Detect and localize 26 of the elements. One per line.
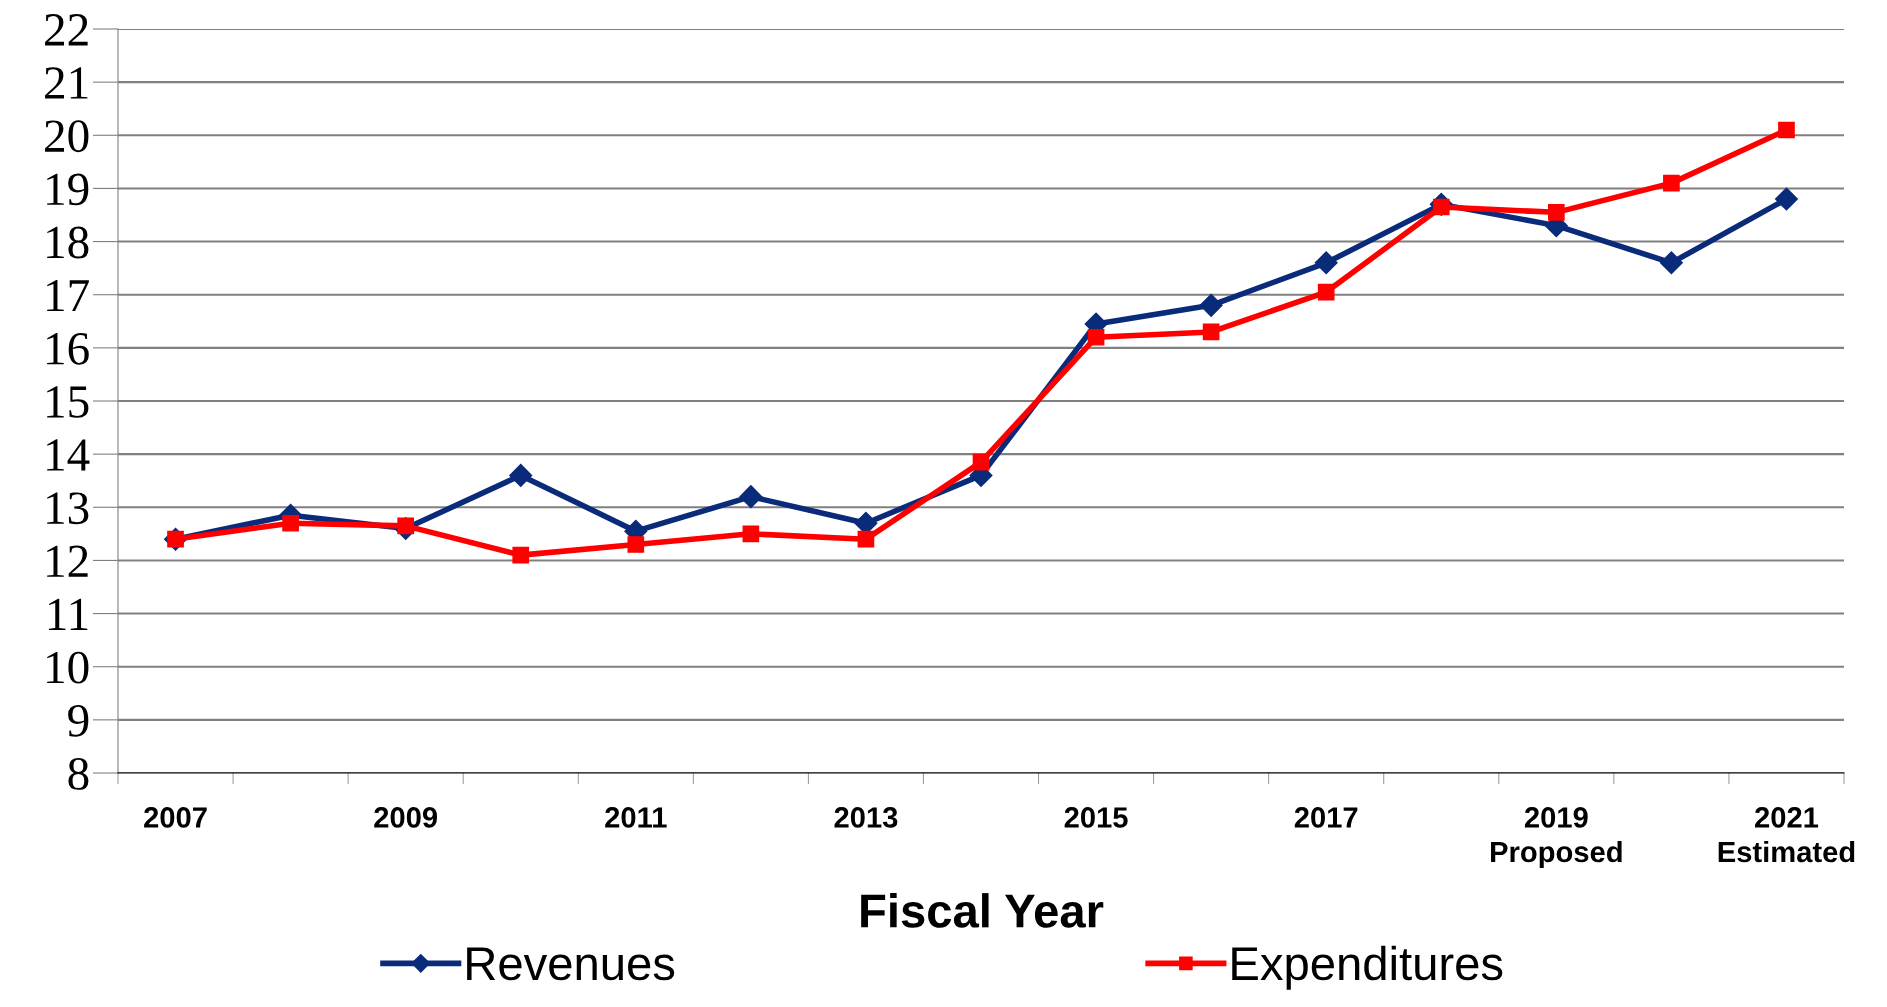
y-tick-label: 21 [45, 67, 88, 99]
legend-label: Expenditures [1232, 945, 1503, 990]
x-tick-label: 2007 [144, 807, 207, 828]
x-tick-label: 2021 Estimated [1718, 807, 1855, 863]
y-tick-label: 16 [47, 332, 89, 365]
y-tick-label: 10 [47, 651, 89, 684]
y-tick-label: 14 [47, 439, 90, 471]
y-tick-label: 20 [45, 120, 89, 153]
y-tick-label: 13 [47, 492, 89, 525]
x-tick-label: 2015 [1064, 807, 1128, 828]
x-tick-label: 2017 [1294, 807, 1358, 828]
x-axis-title: Fiscal Year [861, 893, 1104, 928]
y-tick-label: 9 [68, 704, 89, 737]
y-tick-label: 12 [47, 545, 88, 577]
y-tick-label: 17 [47, 279, 89, 312]
x-tick-label: 2011 [605, 807, 667, 828]
x-tick-label: 2019 Proposed [1491, 807, 1622, 869]
legend-label: Revenues [467, 947, 675, 981]
y-tick-label: 22 [45, 14, 88, 46]
y-tick-label: 8 [68, 757, 89, 790]
y-tick-label: 19 [47, 173, 89, 206]
y-tick-label: 11 [48, 598, 88, 630]
y-tick-label: 18 [47, 226, 89, 259]
x-tick-label: 2009 [374, 807, 438, 828]
x-tick-label: 2013 [834, 807, 898, 828]
y-tick-label: 15 [47, 386, 89, 418]
